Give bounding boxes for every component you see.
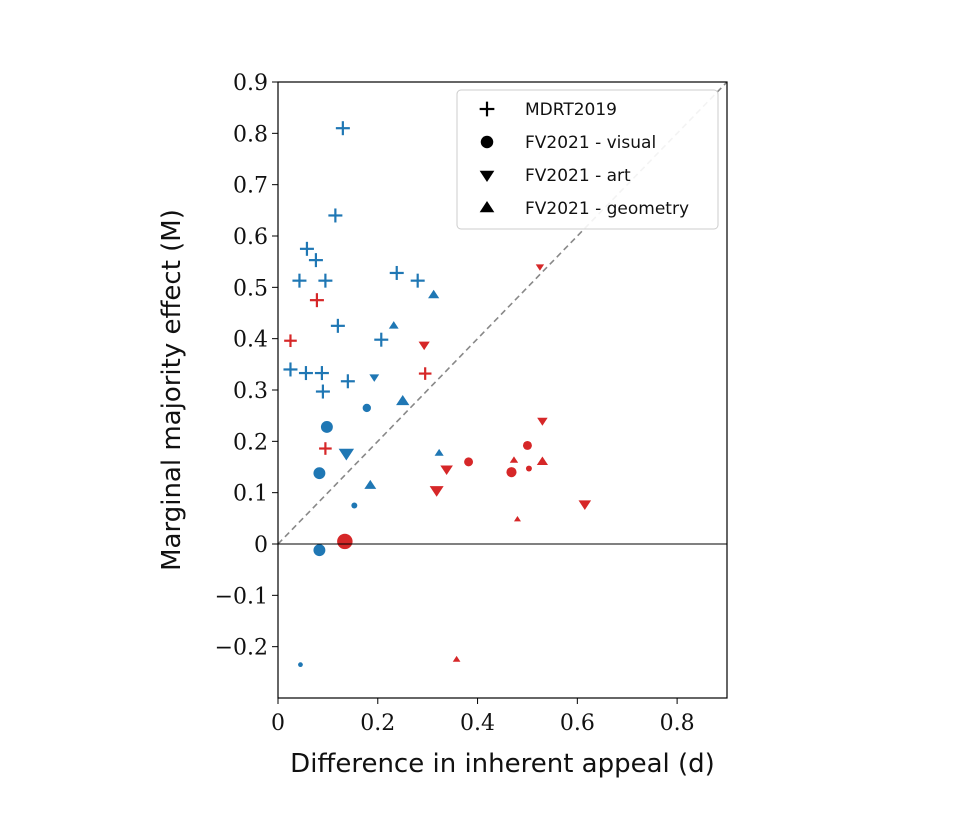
data-point-circle xyxy=(298,662,303,668)
data-point-plus xyxy=(319,442,332,455)
y-tick-label: 0.7 xyxy=(233,174,268,199)
data-point-plus xyxy=(410,273,425,288)
data-point-plus xyxy=(389,265,404,280)
data-point-circle xyxy=(351,502,358,509)
legend-marker-circle xyxy=(480,135,494,149)
axis-ticks: 0 0.2 0.4 0.6 0.8 −0.2 −0.1 0 0.1 0.2 0.3 0.4 0.5 0.6… xyxy=(215,71,695,736)
data-point-triangle-up xyxy=(388,321,399,329)
data-point-plus xyxy=(374,332,389,347)
y-tick-label: 0.5 xyxy=(233,276,268,301)
legend-label: FV2021 - art xyxy=(525,166,631,186)
x-tick-label: 0.2 xyxy=(360,711,395,736)
data-point-plus xyxy=(330,318,345,333)
data-point-triangle-down xyxy=(429,486,444,497)
data-point-plus xyxy=(335,121,350,136)
data-point-circle xyxy=(320,421,333,433)
data-point-triangle-up xyxy=(509,456,519,463)
x-tick-label: 0.8 xyxy=(660,711,695,736)
y-tick-label: −0.2 xyxy=(215,636,268,661)
data-point-triangle-up xyxy=(364,479,377,489)
data-point-triangle-up xyxy=(428,289,440,299)
x-tick-label: 0.6 xyxy=(560,711,595,736)
data-point-circle xyxy=(506,467,517,478)
y-tick-label: 0.6 xyxy=(233,225,268,250)
x-axis-title: Difference in inherent appeal (d) xyxy=(290,749,715,779)
data-point-circle xyxy=(313,467,326,480)
data-point-plus xyxy=(315,384,330,399)
legend-label: FV2021 - visual xyxy=(525,133,656,153)
data-point-plus xyxy=(284,334,297,348)
y-tick-label: 0.9 xyxy=(233,71,268,96)
x-tick-label: 0 xyxy=(271,711,285,736)
y-tick-label: 0.3 xyxy=(233,379,268,404)
data-point-triangle-up xyxy=(536,456,549,466)
legend-label: MDRT2019 xyxy=(525,100,617,120)
data-point-plus xyxy=(283,362,298,377)
data-point-circle xyxy=(525,465,532,472)
data-point-triangle-down xyxy=(578,500,592,510)
data-point-plus xyxy=(318,273,333,288)
data-layer xyxy=(283,121,592,668)
identity-line xyxy=(277,81,728,545)
legend-label: FV2021 - geometry xyxy=(525,199,689,219)
data-point-circle xyxy=(464,457,474,467)
data-point-circle xyxy=(522,440,532,450)
x-tick-label: 0.4 xyxy=(460,711,495,736)
data-point-plus xyxy=(308,253,323,268)
data-point-plus xyxy=(299,241,314,256)
data-point-triangle-down xyxy=(338,448,355,461)
legend-marker-triangle-up xyxy=(479,201,495,213)
data-point-triangle-down xyxy=(418,341,430,351)
data-point-plus xyxy=(328,208,343,223)
y-axis-title: Marginal majority effect (M) xyxy=(157,209,187,571)
data-point-circle xyxy=(337,533,353,550)
y-tick-label: 0.1 xyxy=(233,482,268,507)
data-point-triangle-up xyxy=(396,394,410,406)
data-point-triangle-up xyxy=(513,516,521,522)
legend-marker-plus xyxy=(479,101,495,117)
y-tick-label: 0.8 xyxy=(233,122,268,147)
y-tick-label: 0 xyxy=(254,533,268,558)
data-point-plus xyxy=(314,366,329,381)
data-point-plus xyxy=(418,367,432,380)
data-point-triangle-up xyxy=(434,448,444,456)
y-tick-label: −0.1 xyxy=(215,584,268,609)
legend: MDRT2019 FV2021 - visual FV2021 - art FV202… xyxy=(456,89,719,230)
data-point-triangle-up xyxy=(452,655,461,662)
data-point-plus xyxy=(298,366,313,381)
data-point-triangle-down xyxy=(440,465,453,476)
data-point-circle xyxy=(313,544,326,557)
data-point-triangle-down xyxy=(535,264,545,271)
data-point-triangle-down xyxy=(537,417,548,426)
data-point-circle xyxy=(362,403,371,413)
legend-marker-triangle-down xyxy=(479,170,495,182)
data-point-plus xyxy=(292,273,307,288)
y-tick-label: 0.4 xyxy=(233,328,268,353)
data-point-plus xyxy=(309,293,324,308)
y-tick-label: 0.2 xyxy=(233,430,268,455)
reference-lines xyxy=(277,81,728,545)
legend-box xyxy=(456,89,719,230)
data-point-plus xyxy=(340,374,355,389)
data-point-triangle-down xyxy=(369,374,380,382)
